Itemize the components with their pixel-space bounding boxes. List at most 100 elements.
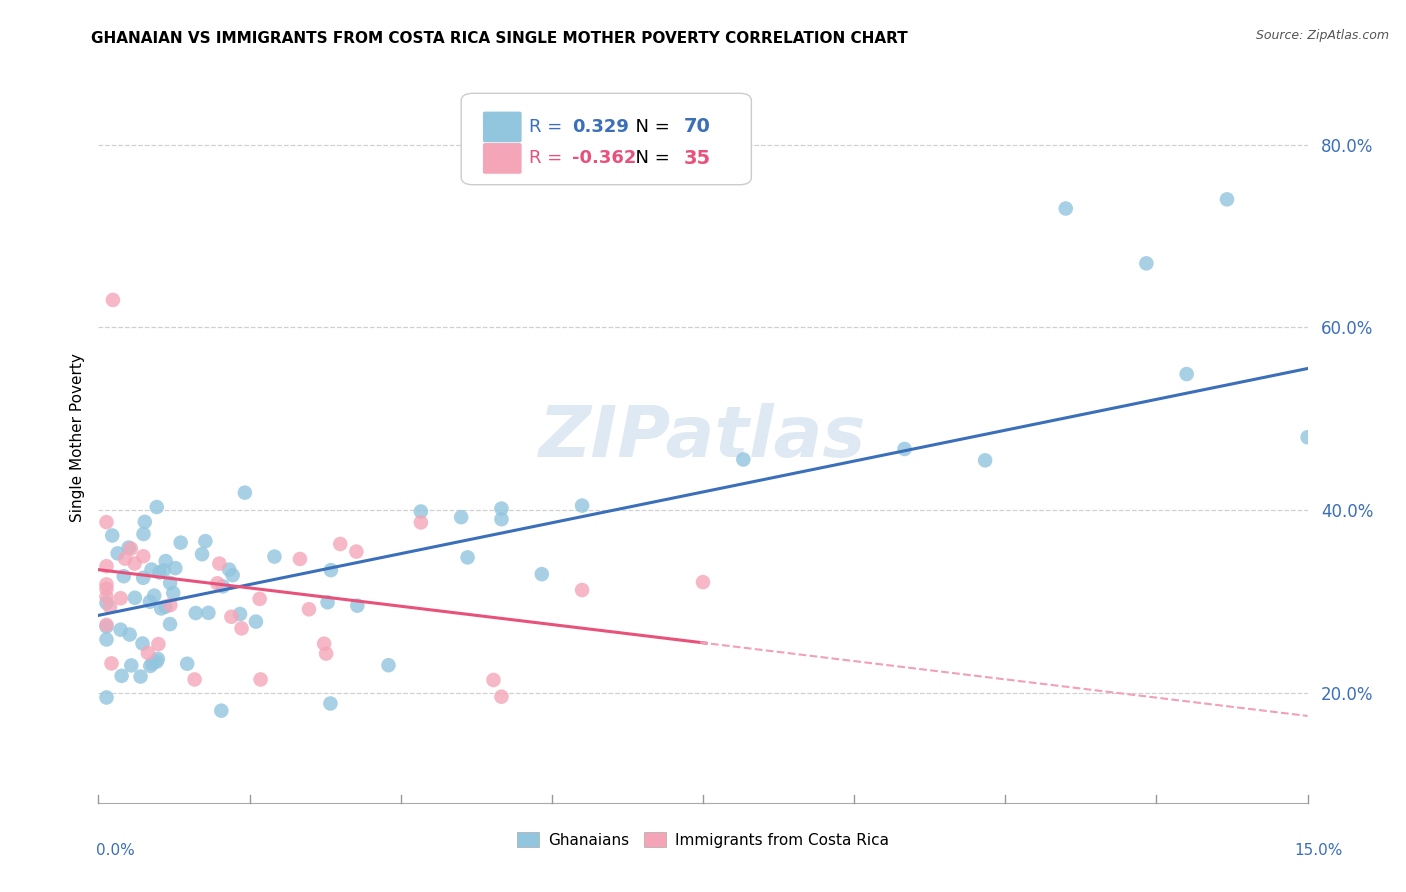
Point [183,673,205,687]
Point [96,590,118,604]
Point [143,589,166,603]
Point [218,563,240,577]
Point [129,669,152,683]
Y-axis label: Single Mother Poverty: Single Mother Poverty [69,352,84,522]
Point [148,566,170,580]
Point [245,615,267,629]
Point [131,636,153,650]
Point [316,595,339,609]
Point [377,658,399,673]
Point [211,579,233,593]
Point [141,657,163,671]
Point [112,569,135,583]
Point [96,617,118,632]
Point [1135,256,1157,270]
Point [314,637,336,651]
Point [315,647,337,661]
Point [288,552,311,566]
Text: -0.362: -0.362 [572,149,637,168]
Point [100,657,122,671]
Point [1054,202,1077,216]
Point [491,690,513,704]
Point [263,549,285,564]
Point [346,599,368,613]
Point [176,657,198,671]
Point [162,586,184,600]
Point [208,557,231,571]
Point [110,591,132,606]
Point [136,646,159,660]
Point [209,704,232,718]
FancyBboxPatch shape [482,143,522,174]
FancyBboxPatch shape [482,112,522,143]
Text: Source: ZipAtlas.com: Source: ZipAtlas.com [1256,29,1389,42]
FancyBboxPatch shape [461,94,751,185]
Point [118,627,141,641]
Point [159,576,181,591]
Point [329,537,352,551]
Point [107,546,129,560]
Point [409,504,432,518]
Text: 0.0%: 0.0% [96,843,135,858]
Point [96,596,118,610]
Legend: Ghanaians, Immigrants from Costa Rica: Ghanaians, Immigrants from Costa Rica [512,826,894,854]
Point [96,582,118,596]
Point [221,609,243,624]
Point [145,500,167,514]
Point [139,595,162,609]
Point [132,527,155,541]
Text: N =: N = [624,118,676,136]
Point [101,293,124,307]
Point [409,516,432,530]
Point [450,510,472,524]
Point [159,617,181,632]
Point [491,501,513,516]
Point [191,547,214,561]
Point [344,544,367,558]
Point [111,669,134,683]
Text: R =: R = [529,149,568,168]
Point [298,602,321,616]
Point [148,637,170,651]
Point [96,515,118,529]
Point [1216,193,1239,207]
Point [141,562,163,576]
Point [139,659,162,673]
Text: R =: R = [529,118,568,136]
Point [231,621,253,635]
Point [249,673,271,687]
Point [132,571,155,585]
Text: ZIPatlas: ZIPatlas [540,402,866,472]
Point [571,499,593,513]
Point [207,576,229,591]
Point [134,515,156,529]
Text: N =: N = [624,149,676,168]
Point [491,512,513,526]
Point [184,606,207,620]
Text: 15.0%: 15.0% [1295,843,1343,858]
Point [893,442,915,456]
Point [159,598,181,612]
Point [132,549,155,564]
Point [96,632,118,647]
Point [1175,367,1198,381]
Point [124,591,146,605]
Point [118,541,141,555]
Point [120,658,142,673]
Point [120,541,142,556]
Point [145,655,167,669]
Point [974,453,997,467]
Point [1296,430,1319,444]
Point [114,551,136,566]
Point [221,568,243,582]
Point [146,652,169,666]
Point [169,535,191,549]
Point [98,599,121,614]
Point [155,554,177,568]
Point [124,557,146,571]
Point [233,485,256,500]
Point [571,582,593,597]
Point [197,606,219,620]
Point [319,563,342,577]
Point [110,623,132,637]
